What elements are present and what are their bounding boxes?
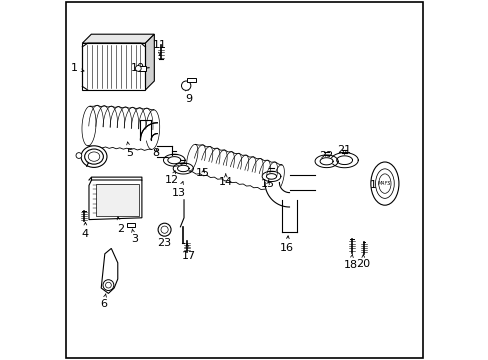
Text: 9: 9	[185, 88, 192, 104]
Polygon shape	[320, 158, 332, 165]
Polygon shape	[264, 183, 289, 207]
Text: 23: 23	[157, 233, 171, 248]
Polygon shape	[336, 156, 352, 165]
Ellipse shape	[370, 162, 398, 205]
Circle shape	[135, 66, 141, 71]
Text: 4: 4	[81, 222, 89, 239]
Polygon shape	[177, 165, 189, 172]
Text: 20: 20	[356, 255, 369, 269]
Circle shape	[181, 81, 190, 90]
Polygon shape	[262, 171, 280, 181]
Text: 11: 11	[153, 40, 166, 55]
Text: 2: 2	[117, 217, 123, 234]
Polygon shape	[145, 110, 160, 149]
Polygon shape	[189, 144, 281, 192]
Text: 10: 10	[131, 63, 145, 73]
Ellipse shape	[375, 169, 393, 198]
Bar	[96, 184, 139, 216]
Polygon shape	[82, 34, 154, 43]
Polygon shape	[167, 157, 181, 164]
Text: MAFS: MAFS	[377, 181, 391, 186]
Text: 1: 1	[71, 63, 84, 73]
Text: 19: 19	[369, 180, 383, 190]
Bar	[186, 78, 195, 82]
Text: 6: 6	[100, 294, 107, 309]
Polygon shape	[140, 123, 157, 140]
Polygon shape	[140, 123, 157, 140]
Polygon shape	[82, 106, 96, 146]
Circle shape	[103, 280, 114, 291]
Polygon shape	[272, 165, 284, 192]
Text: 8: 8	[152, 148, 160, 158]
Polygon shape	[330, 153, 358, 168]
Polygon shape	[145, 34, 154, 90]
Polygon shape	[163, 154, 185, 166]
Text: 12: 12	[164, 171, 179, 185]
Circle shape	[105, 282, 111, 288]
Text: 13: 13	[172, 181, 185, 198]
Ellipse shape	[378, 174, 390, 193]
Text: 3: 3	[131, 229, 138, 244]
Text: 17: 17	[181, 244, 195, 261]
Circle shape	[76, 153, 81, 158]
Text: 15: 15	[196, 168, 210, 178]
Text: 14: 14	[218, 174, 232, 187]
Ellipse shape	[88, 152, 100, 161]
Circle shape	[161, 226, 168, 233]
Bar	[126, 223, 135, 227]
Polygon shape	[88, 105, 154, 150]
Text: 16: 16	[280, 236, 293, 253]
Text: 21: 21	[337, 145, 351, 156]
Text: 15: 15	[261, 179, 274, 189]
Bar	[137, 66, 146, 71]
Ellipse shape	[84, 149, 103, 164]
Text: 22: 22	[319, 150, 333, 161]
Text: 18: 18	[343, 254, 357, 270]
Circle shape	[158, 223, 171, 236]
Polygon shape	[101, 248, 118, 293]
Polygon shape	[173, 163, 193, 174]
Polygon shape	[186, 144, 198, 171]
Polygon shape	[89, 180, 142, 220]
Ellipse shape	[81, 146, 107, 167]
Text: 7: 7	[83, 159, 90, 169]
Text: 5: 5	[125, 142, 133, 158]
Polygon shape	[314, 155, 337, 168]
Bar	[82, 43, 145, 90]
Polygon shape	[266, 174, 276, 179]
